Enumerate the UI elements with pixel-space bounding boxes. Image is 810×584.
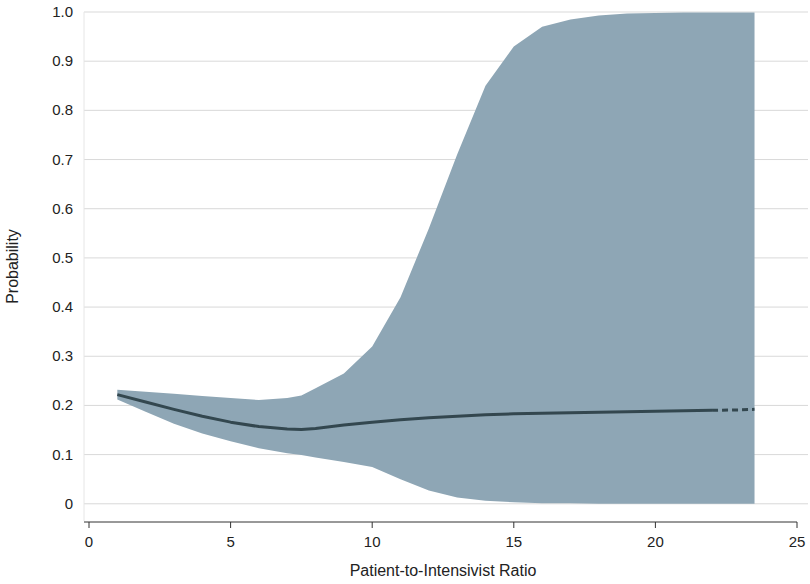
y-grid-line xyxy=(84,12,808,13)
y-tick-label: 1.0 xyxy=(52,3,73,20)
y-tick-label: 0.3 xyxy=(52,347,73,364)
x-tick xyxy=(797,522,798,528)
x-tick xyxy=(372,522,373,528)
x-tick-label: 20 xyxy=(647,533,664,550)
x-tick xyxy=(89,522,90,528)
y-tick-label: 0 xyxy=(65,495,73,512)
x-axis-line xyxy=(84,522,797,523)
y-tick-label: 0.1 xyxy=(52,446,73,463)
estimate-line xyxy=(117,395,712,430)
y-tick-label: 0.7 xyxy=(52,151,73,168)
y-tick-label: 0.4 xyxy=(52,298,73,315)
plot-area xyxy=(117,12,754,503)
x-tick-label: 15 xyxy=(505,533,522,550)
x-tick xyxy=(230,522,231,528)
x-tick-label: 25 xyxy=(789,533,806,550)
x-tick-label: 10 xyxy=(364,533,381,550)
x-tick-label: 0 xyxy=(85,533,93,550)
x-axis-label: Patient-to-Intensivist Ratio xyxy=(350,562,537,579)
y-tick-label: 0.8 xyxy=(52,101,73,118)
estimate-line xyxy=(712,408,754,412)
y-axis-label: Probability xyxy=(4,229,21,304)
y-tick-label: 0.9 xyxy=(52,52,73,69)
y-axis-line xyxy=(84,12,85,521)
x-tick xyxy=(513,522,514,528)
chart: 0 0.1 0.2 0.3 0.4 0.5 0.6 0.7 0.8 0.9 1.0 0 5 10 15 20 2… xyxy=(0,0,810,584)
y-tick-label: 0.5 xyxy=(52,249,73,266)
y-tick-label: 0.6 xyxy=(52,200,73,217)
y-tick-label: 0.2 xyxy=(52,396,73,413)
confidence-band xyxy=(117,12,754,503)
x-tick xyxy=(655,522,656,528)
x-tick-label: 5 xyxy=(226,533,234,550)
